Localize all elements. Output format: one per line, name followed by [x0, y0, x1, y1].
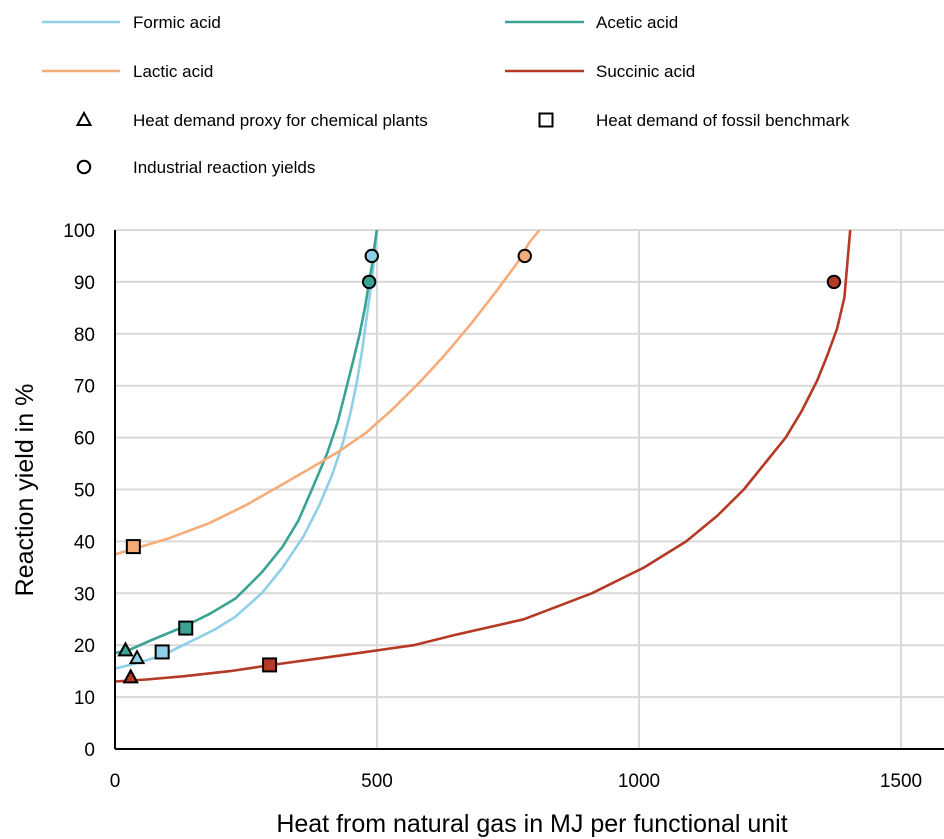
- series-line-lactic-acid: [115, 230, 541, 556]
- marker-square-lactic-acid: [125, 539, 141, 555]
- marker-triangle-formic-acid: [128, 649, 146, 665]
- y-tick-label: 70: [74, 377, 95, 398]
- marker-triangle-succinic-acid: [122, 668, 139, 684]
- legend-marker-square: [538, 112, 554, 128]
- series-line-succinic-acid: [115, 230, 852, 683]
- markers: [117, 248, 842, 684]
- y-tick-label: 60: [74, 429, 95, 450]
- legend-label-heat-demand-of-fossil-benchmark: Heat demand of fossil benchmark: [596, 111, 850, 130]
- legend-marker-triangle: [75, 110, 93, 126]
- marker-circle-acetic-acid: [361, 274, 377, 290]
- marker-triangle-acetic-acid: [117, 641, 134, 657]
- y-tick-label: 90: [74, 273, 95, 294]
- y-tick-label: 0: [84, 740, 95, 761]
- marker-circle-succinic-acid: [826, 274, 842, 290]
- y-tick-label: 40: [74, 532, 95, 553]
- grid: [115, 229, 944, 749]
- x-tick-label: 1000: [618, 771, 660, 792]
- legend-label-acetic-acid: Acetic acid: [596, 13, 678, 32]
- x-axis-title: Heat from natural gas in MJ per function…: [276, 810, 787, 838]
- marker-circle-lactic-acid: [517, 248, 532, 264]
- y-tick-label: 20: [74, 636, 95, 657]
- series: [115, 230, 852, 683]
- series-line-acetic-acid: [115, 230, 379, 655]
- marker-square-acetic-acid: [178, 620, 194, 636]
- legend: Formic acid Acetic acid Lactic acid Succini…: [42, 13, 850, 177]
- x-tick-label: 0: [110, 771, 121, 792]
- legend-label-succinic-acid: Succinic acid: [596, 62, 695, 81]
- series-line-formic-acid: [115, 230, 378, 670]
- legend-label-industrial-reaction-yields: Industrial reaction yields: [133, 158, 315, 177]
- legend-marker-circle: [76, 159, 92, 175]
- legend-label-formic-acid: Formic acid: [133, 13, 221, 32]
- marker-circle-formic-acid: [364, 248, 379, 264]
- x-tick-label: 500: [361, 771, 393, 792]
- y-tick-label: 80: [74, 325, 95, 346]
- legend-label-heat-demand-proxy-for-chemical-plants: Heat demand proxy for chemical plants: [133, 111, 428, 130]
- y-tick-label: 30: [74, 584, 95, 605]
- y-tick-label: 10: [74, 688, 95, 709]
- y-axis-title: Reaction yield in %: [11, 384, 39, 597]
- x-tick-label: 1500: [880, 771, 922, 792]
- y-tick-label: 50: [74, 481, 95, 502]
- legend-label-lactic-acid: Lactic acid: [133, 62, 213, 81]
- marker-square-succinic-acid: [262, 657, 278, 673]
- y-tick-label: 100: [63, 221, 95, 242]
- marker-square-formic-acid: [154, 644, 170, 660]
